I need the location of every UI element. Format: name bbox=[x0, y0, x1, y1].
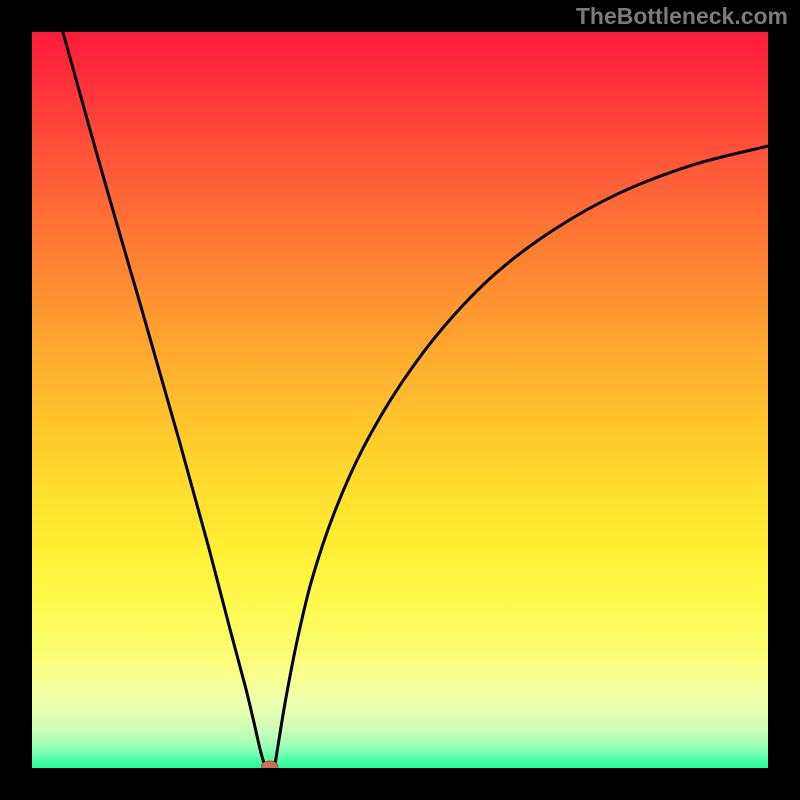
bottleneck-curve bbox=[32, 32, 768, 768]
watermark-text: TheBottleneck.com bbox=[576, 3, 788, 30]
plot-area bbox=[32, 32, 768, 768]
chart-container: TheBottleneck.com bbox=[0, 0, 800, 800]
